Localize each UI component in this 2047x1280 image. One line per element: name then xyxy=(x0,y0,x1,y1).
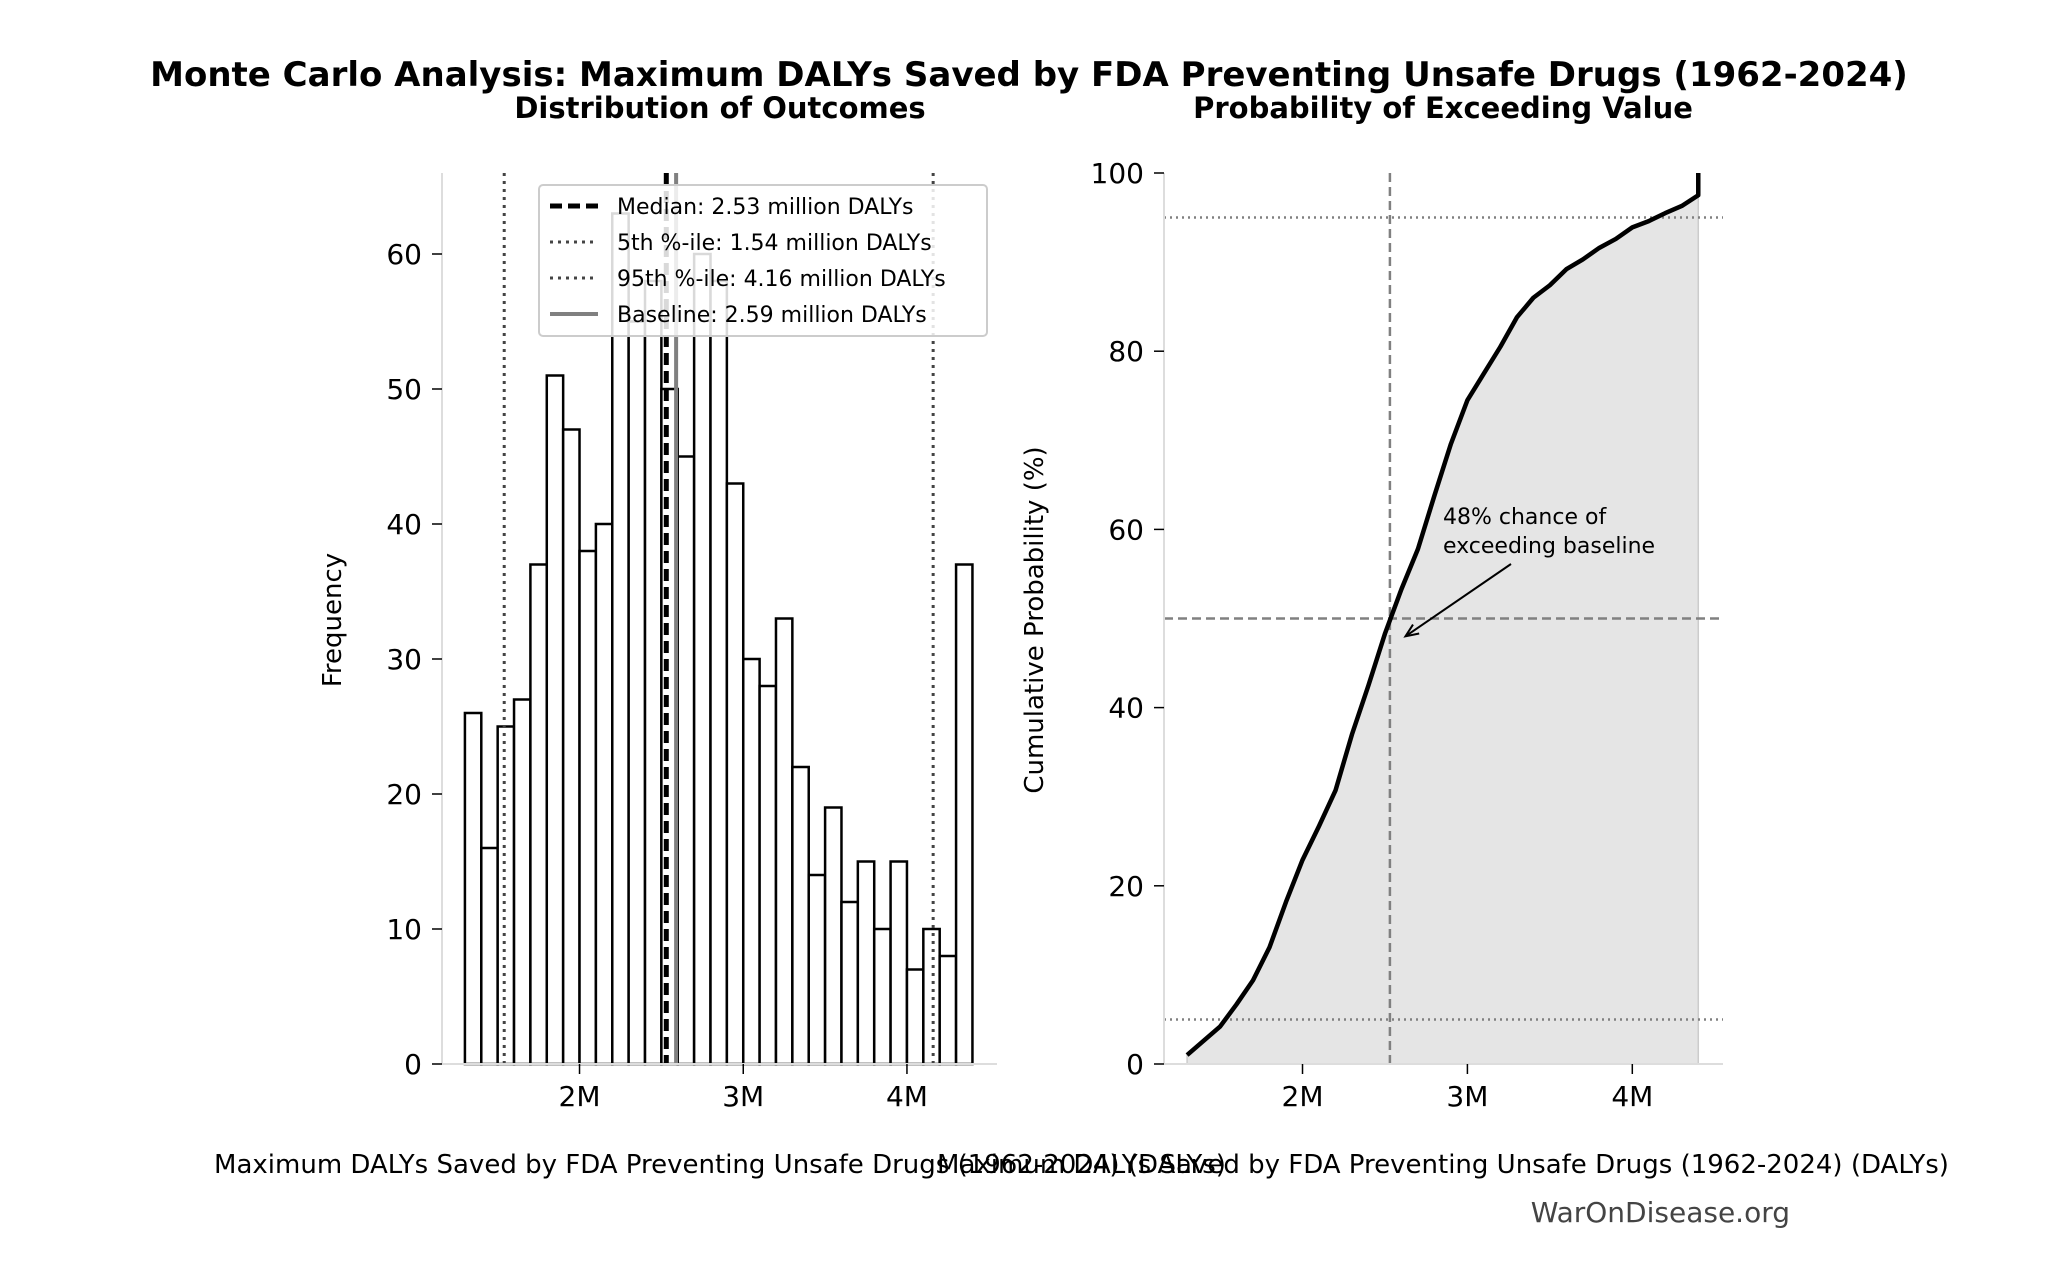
histogram-bar xyxy=(922,927,941,1066)
x-tick-label: 4M xyxy=(1611,1080,1653,1113)
histogram-bar xyxy=(938,954,958,1066)
histogram-bar xyxy=(692,252,712,1066)
y-tick-label: 40 xyxy=(1108,692,1144,725)
histogram-bar xyxy=(529,563,549,1066)
histogram-bar xyxy=(807,873,827,1066)
histogram-bar xyxy=(791,765,810,1066)
y-tick-label: 0 xyxy=(1126,1048,1144,1081)
y-tick-label: 20 xyxy=(386,778,422,811)
histogram-ylabel: Frequency xyxy=(318,553,348,687)
annotation-arrow xyxy=(1404,563,1512,638)
y-tick-label: 20 xyxy=(1108,870,1144,903)
histogram-bar xyxy=(774,617,794,1066)
histogram-bar xyxy=(561,428,581,1066)
x-tick-label: 2M xyxy=(559,1080,601,1113)
histogram-bar xyxy=(954,563,974,1066)
y-tick-label: 10 xyxy=(386,913,422,946)
histogram-title: Distribution of Outcomes xyxy=(514,91,925,125)
x-tick-label: 3M xyxy=(1446,1080,1488,1113)
watermark: WarOnDisease.org xyxy=(1531,1196,1790,1229)
histogram-bar xyxy=(741,657,761,1066)
histogram-xlabel: Maximum DALYs Saved by FDA Preventing Un… xyxy=(214,1150,1226,1180)
histogram-bar xyxy=(643,279,663,1066)
arrow-head-icon xyxy=(1403,623,1420,638)
y-tick-label: 60 xyxy=(1108,513,1144,546)
histogram-bar xyxy=(840,900,860,1066)
legend-label: 95th %-ile: 4.16 million DALYs xyxy=(617,267,946,292)
histogram-bar xyxy=(594,522,614,1066)
histogram-bar xyxy=(758,684,778,1066)
x-tick-label: 2M xyxy=(1282,1080,1324,1113)
y-tick-label: 80 xyxy=(1108,335,1144,368)
cdf-panel: Probability of Exceeding Value Maximum D… xyxy=(937,91,1949,1180)
y-tick-label: 50 xyxy=(386,373,422,406)
histogram-bar xyxy=(823,806,843,1066)
histogram-bar xyxy=(676,455,696,1066)
cdf-title: Probability of Exceeding Value xyxy=(1193,91,1693,125)
histogram-bar xyxy=(611,212,630,1066)
histogram-bar xyxy=(872,927,892,1066)
histogram-panel: Distribution of Outcomes Maximum DALYs S… xyxy=(214,91,1226,1180)
legend: Median: 2.53 million DALYs 5th %-ile: 1.5… xyxy=(538,184,988,337)
cdf-xlabel: Maximum DALYs Saved by FDA Preventing Un… xyxy=(937,1150,1949,1180)
histogram-bar xyxy=(905,968,925,1066)
y-tick-label: 100 xyxy=(1091,157,1144,190)
histogram-bar xyxy=(709,279,729,1066)
cdf-line xyxy=(1185,173,1701,1057)
legend-label: Baseline: 2.59 million DALYs xyxy=(617,303,927,328)
y-tick-label: 30 xyxy=(386,643,422,676)
cdf-ylabel: Cumulative Probability (%) xyxy=(1020,446,1050,793)
legend-label: Median: 2.53 million DALYs xyxy=(617,195,914,220)
histogram-bar xyxy=(889,860,909,1066)
histogram-bar xyxy=(480,846,499,1066)
figure-title: Monte Carlo Analysis: Maximum DALYs Save… xyxy=(150,55,1908,95)
histogram-bar xyxy=(725,482,745,1066)
y-tick-label: 0 xyxy=(404,1048,422,1081)
x-tick-label: 3M xyxy=(722,1080,764,1113)
y-tick-label: 40 xyxy=(386,508,422,541)
legend-label: 5th %-ile: 1.54 million DALYs xyxy=(617,231,932,256)
histogram-bar xyxy=(496,725,516,1066)
annotation-text: 48% chance of xyxy=(1443,505,1607,530)
histogram-bar xyxy=(545,374,565,1066)
histogram-bar xyxy=(627,320,647,1066)
x-tick-label: 4M xyxy=(886,1080,928,1113)
legend-box xyxy=(538,184,988,337)
histogram-bar xyxy=(578,549,598,1066)
y-tick-label: 60 xyxy=(386,238,422,271)
histogram-bar xyxy=(512,698,532,1066)
histogram-bar xyxy=(856,860,876,1066)
annotation-text: exceeding baseline xyxy=(1443,534,1655,559)
histogram-bar xyxy=(463,711,483,1066)
